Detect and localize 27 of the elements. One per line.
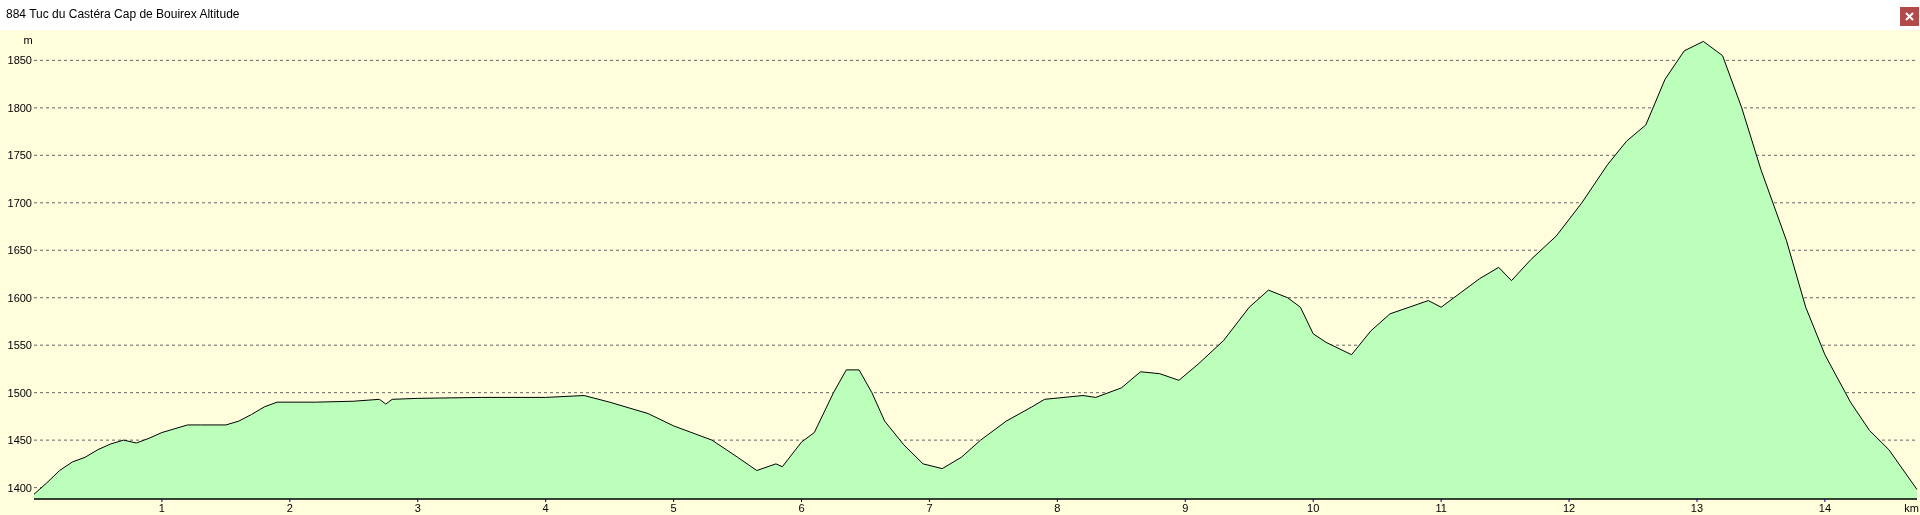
y-tick-label: 1750 — [7, 149, 32, 162]
y-tick-label: 1650 — [7, 244, 32, 257]
x-tick-label: 9 — [1182, 502, 1189, 514]
x-tick-label: 11 — [1435, 502, 1447, 514]
x-tick-label: 12 — [1562, 502, 1576, 514]
x-tick-label: 14 — [1818, 502, 1832, 514]
y-tick-label: 1550 — [7, 339, 32, 352]
x-tick-label: 6 — [798, 502, 805, 514]
x-tick-label: 2 — [286, 502, 293, 514]
y-tick-label: 1800 — [7, 101, 32, 114]
x-tick-label: 5 — [670, 502, 677, 514]
chart-title: 884 Tuc du Castéra Cap de Bouirex Altitude — [6, 7, 240, 21]
y-tick-label: 1600 — [7, 291, 32, 304]
y-tick-label: 1500 — [7, 386, 32, 399]
x-tick-label: 7 — [926, 502, 933, 514]
x-tick-label: 10 — [1307, 502, 1320, 514]
x-tick-label: 3 — [414, 502, 421, 514]
y-tick-label: 1400 — [7, 481, 32, 494]
y-tick-label: 1700 — [7, 196, 32, 209]
x-axis-title: km — [1904, 502, 1919, 514]
y-tick-label: 1850 — [7, 54, 32, 67]
y-tick-label: 1450 — [7, 434, 32, 447]
x-tick-label: 4 — [542, 502, 549, 514]
x-tick-label: 13 — [1690, 502, 1704, 514]
y-axis-title: m — [23, 34, 33, 46]
x-tick-label: 8 — [1054, 502, 1061, 514]
x-tick-label: 1 — [158, 502, 165, 514]
